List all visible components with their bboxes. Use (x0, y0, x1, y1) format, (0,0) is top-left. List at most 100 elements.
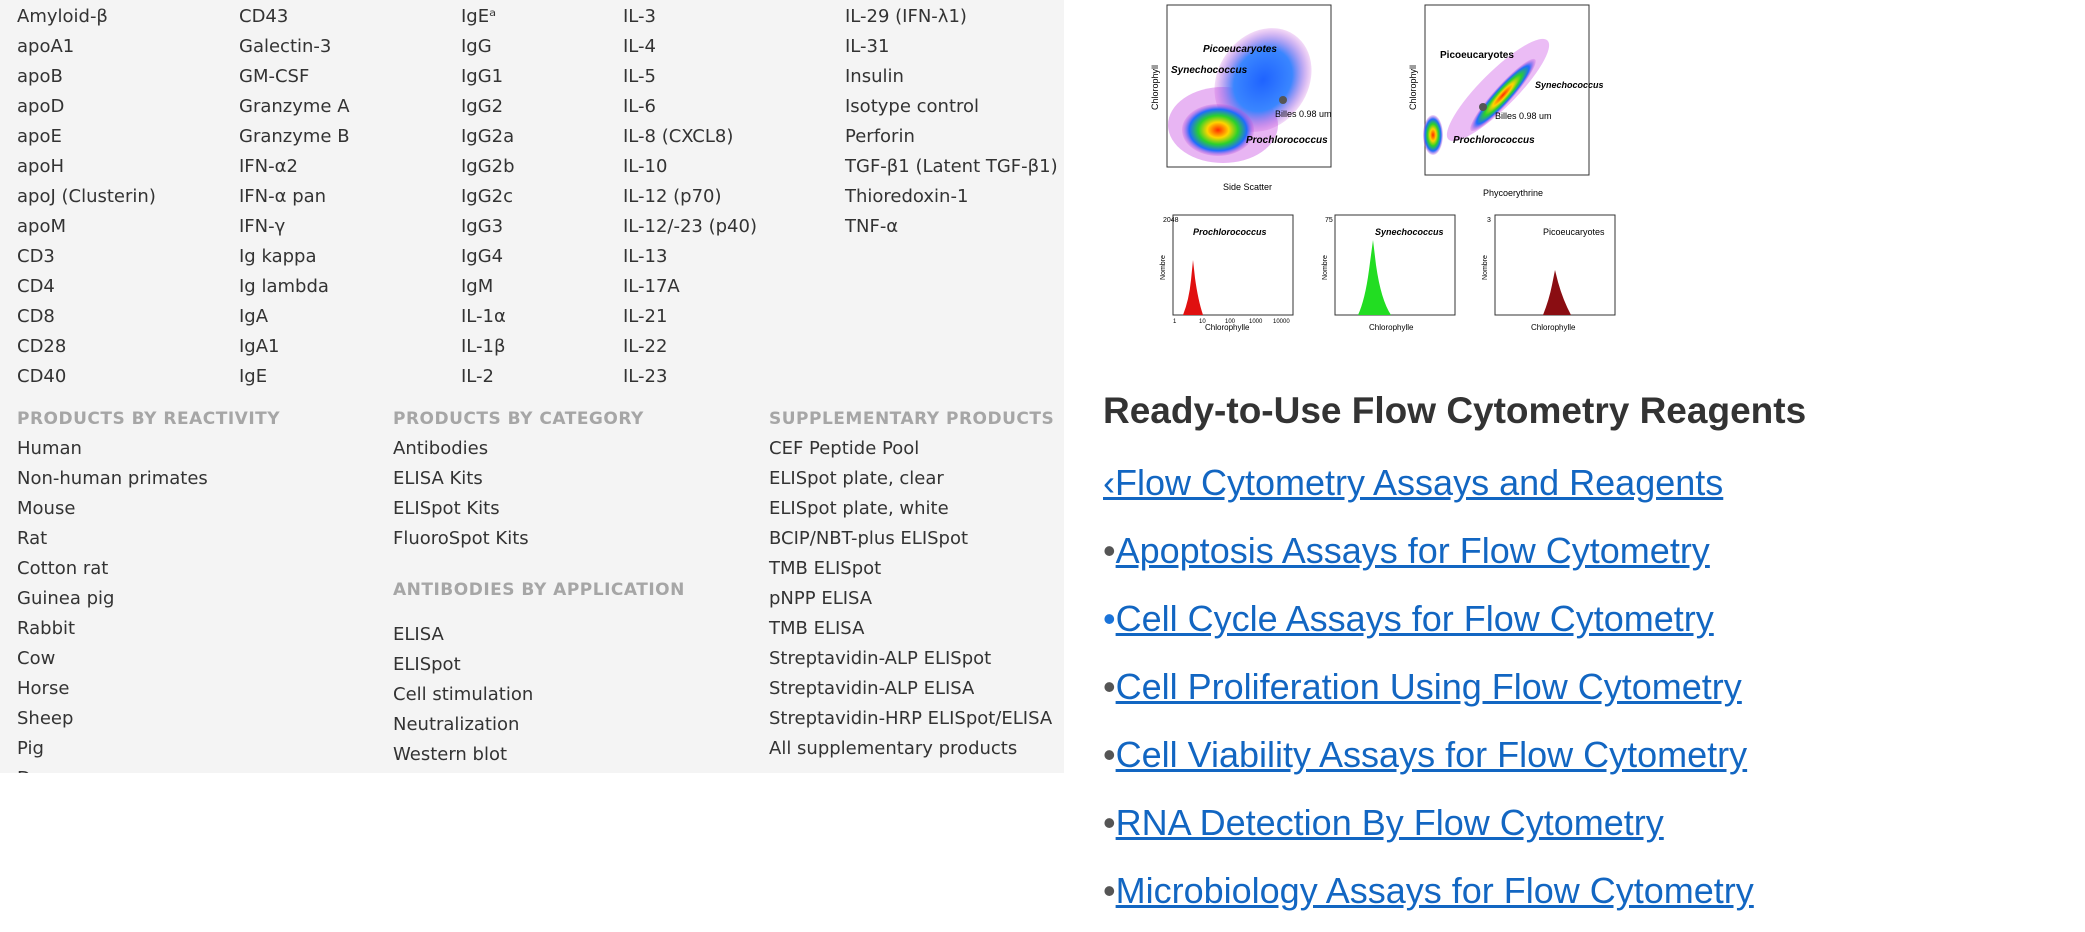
reactivity-link[interactable]: Sheep (17, 708, 74, 729)
antigen-link[interactable]: TNF-α (845, 216, 899, 237)
antigen-link[interactable]: IL-8 (CXCL8) (623, 126, 734, 147)
antigen-link[interactable]: IgA (239, 306, 269, 327)
antigen-link[interactable]: IFN-γ (239, 216, 286, 237)
hist3-ymax: 3 (1487, 217, 1491, 224)
nav-link-rna-detection[interactable]: RNA Detection By Flow Cytometry (1115, 802, 1664, 843)
antigen-link[interactable]: IgG (461, 36, 492, 57)
application-link[interactable]: ELISpot (393, 654, 461, 675)
antigen-link[interactable]: CD3 (17, 246, 55, 267)
antigen-link[interactable]: IL-22 (623, 336, 668, 357)
antigen-link[interactable]: IL-31 (845, 36, 890, 57)
nav-link-apoptosis[interactable]: Apoptosis Assays for Flow Cytometry (1115, 530, 1710, 571)
antigen-link[interactable]: apoJ (Clusterin) (17, 186, 156, 207)
application-link[interactable]: Cell stimulation (393, 684, 534, 705)
antigen-link[interactable]: IgE (239, 366, 268, 387)
reactivity-link[interactable]: Mouse (17, 498, 76, 519)
supplementary-link[interactable]: pNPP ELISA (769, 588, 873, 609)
antigen-link[interactable]: IL-10 (623, 156, 668, 177)
antigen-link[interactable]: Ig kappa (239, 246, 317, 267)
supplementary-link[interactable]: Streptavidin-ALP ELISA (769, 678, 975, 699)
antigen-link[interactable]: IL-13 (623, 246, 668, 267)
reactivity-link[interactable]: Human (17, 438, 82, 459)
application-link[interactable]: Neutralization (393, 714, 520, 735)
antigen-link[interactable]: Perforin (845, 126, 915, 147)
category-link[interactable]: FluoroSpot Kits (393, 528, 529, 549)
antigen-link[interactable]: Ig lambda (239, 276, 329, 297)
supplementary-link[interactable]: BCIP/NBT-plus ELISpot (769, 528, 969, 549)
antigen-link[interactable]: GM-CSF (239, 66, 310, 87)
antigen-link[interactable]: IgG4 (461, 246, 504, 267)
antigen-link[interactable]: IL-6 (623, 96, 656, 117)
antigen-link[interactable]: apoB (17, 66, 63, 87)
antigen-link[interactable]: CD8 (17, 306, 55, 327)
antigen-link[interactable]: IL-1β (461, 336, 506, 357)
category-link[interactable]: Antibodies (393, 438, 489, 459)
antigen-link[interactable]: IgA1 (239, 336, 280, 357)
antigen-link[interactable]: IL-1α (461, 306, 506, 327)
nav-link-cell-viability[interactable]: Cell Viability Assays for Flow Cytometry (1115, 734, 1748, 775)
antigen-link[interactable]: CD4 (17, 276, 55, 297)
antigen-link[interactable]: apoE (17, 126, 62, 147)
reactivity-link[interactable]: Guinea pig (17, 588, 115, 609)
antigen-link[interactable]: IL-23 (623, 366, 668, 387)
antigen-link[interactable]: apoH (17, 156, 65, 177)
antigen-link[interactable]: IL-3 (623, 6, 656, 27)
category-link[interactable]: ELISA Kits (393, 468, 483, 489)
supplementary-link[interactable]: Streptavidin-ALP ELISpot (769, 648, 992, 669)
reactivity-link[interactable]: Non-human primates (17, 468, 208, 489)
supplementary-link[interactable]: ELISpot plate, white (769, 498, 949, 519)
antigen-link[interactable]: IL-12 (p70) (623, 186, 722, 207)
antigen-link[interactable]: apoA1 (17, 36, 75, 57)
application-link[interactable]: ELISA (393, 624, 444, 645)
antigen-link[interactable]: IgG1 (461, 66, 504, 87)
reactivity-link[interactable]: Cow (17, 648, 56, 669)
antigen-link[interactable]: TGF-β1 (Latent TGF-β1) (845, 156, 1058, 177)
supplementary-link[interactable]: ELISpot plate, clear (769, 468, 944, 489)
nav-link-cell-proliferation[interactable]: Cell Proliferation Using Flow Cytometry (1115, 666, 1742, 707)
reactivity-link[interactable]: Rabbit (17, 618, 76, 639)
antigen-link[interactable]: IgG2 (461, 96, 504, 117)
category-link[interactable]: ELISpot Kits (393, 498, 500, 519)
antigen-link[interactable]: IFN-α pan (239, 186, 327, 207)
antigen-link[interactable]: Isotype control (845, 96, 980, 117)
antigen-link[interactable]: IL-17A (623, 276, 680, 297)
antigen-link[interactable]: IL-12/-23 (p40) (623, 216, 757, 237)
antigen-link[interactable]: apoD (17, 96, 65, 117)
reactivity-link[interactable]: Rat (17, 528, 48, 549)
antigen-link[interactable]: IL-21 (623, 306, 668, 327)
antigen-link[interactable]: apoM (17, 216, 66, 237)
antigen-link[interactable]: Galectin-3 (239, 36, 332, 57)
antigen-link[interactable]: IL-5 (623, 66, 656, 87)
supplementary-link[interactable]: Streptavidin-HRP ELISpot/ELISA (769, 708, 1053, 729)
antigen-link[interactable]: IL-2 (461, 366, 494, 387)
antigen-link[interactable]: CD43 (239, 6, 289, 27)
antigen-link[interactable]: CD28 (17, 336, 67, 357)
antigen-link[interactable]: Granzyme B (239, 126, 350, 147)
antigen-link[interactable]: IgG2b (461, 156, 515, 177)
application-link[interactable]: Western blot (393, 744, 508, 765)
supplementary-link[interactable]: CEF Peptide Pool (769, 438, 920, 459)
reactivity-link[interactable]: Horse (17, 678, 70, 699)
supplementary-link[interactable]: TMB ELISpot (769, 558, 882, 579)
antigen-link[interactable]: IFN-α2 (239, 156, 298, 177)
nav-link-microbiology[interactable]: Microbiology Assays for Flow Cytometry (1115, 870, 1754, 911)
antigen-link[interactable]: IL-4 (623, 36, 656, 57)
antigen-link[interactable]: Granzyme A (239, 96, 350, 117)
supplementary-link[interactable]: All supplementary products (769, 738, 1018, 759)
antigen-link[interactable]: IgM (461, 276, 494, 297)
antigen-link[interactable]: IgG3 (461, 216, 504, 237)
reactivity-link[interactable]: Dog (17, 764, 208, 773)
antigen-link[interactable]: Thioredoxin-1 (845, 186, 969, 207)
antigen-link[interactable]: IgEᵃ (461, 6, 497, 27)
antigen-link[interactable]: IgG2c (461, 186, 514, 207)
reactivity-link[interactable]: Cotton rat (17, 558, 109, 579)
nav-link-cell-cycle[interactable]: Cell Cycle Assays for Flow Cytometry (1115, 598, 1714, 639)
antigen-link[interactable]: CD40 (17, 366, 67, 387)
supplementary-link[interactable]: TMB ELISA (769, 618, 865, 639)
reactivity-link[interactable]: Pig (17, 738, 44, 759)
antigen-link[interactable]: IL-29 (IFN-λ1) (845, 6, 967, 27)
back-link[interactable]: ‹Flow Cytometry Assays and Reagents (1103, 462, 1723, 503)
antigen-link[interactable]: Insulin (845, 66, 904, 87)
antigen-link[interactable]: Amyloid-β (17, 6, 108, 27)
antigen-link[interactable]: IgG2a (461, 126, 515, 147)
